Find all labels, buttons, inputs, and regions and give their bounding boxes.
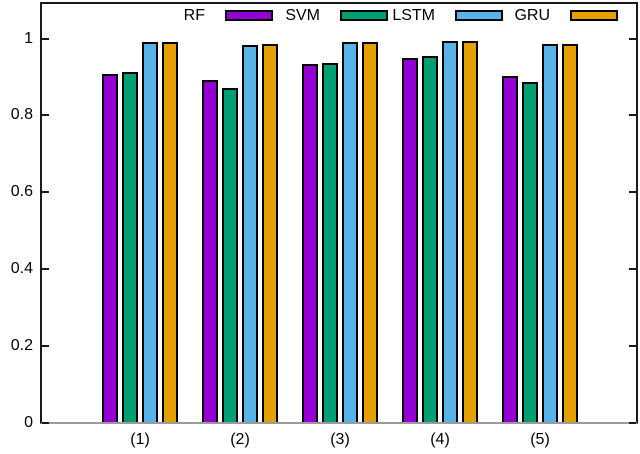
bar-rf-4 (402, 58, 418, 422)
bar-lstm-3 (342, 42, 358, 422)
y-tick-left-0 (42, 422, 49, 424)
legend-swatch-svm (340, 10, 388, 21)
bar-svm-2 (222, 88, 238, 422)
y-tick-right-0 (629, 422, 636, 424)
bar-gru-2 (262, 44, 278, 422)
y-tick-left-1 (42, 38, 49, 40)
y-tick-label-0: 0 (24, 414, 33, 431)
y-tick-left-0.2 (42, 345, 49, 347)
y-tick-right-0.2 (629, 345, 636, 347)
y-tick-label-0.6: 0.6 (10, 183, 33, 200)
bar-gru-4 (462, 41, 478, 422)
x-category-label-3: (3) (330, 431, 350, 448)
y-tick-label-0.4: 0.4 (10, 260, 33, 277)
y-tick-left-0.4 (42, 268, 49, 270)
y-tick-right-1 (629, 38, 636, 40)
bar-lstm-5 (542, 44, 558, 422)
legend-swatch-lstm (455, 10, 503, 21)
bar-svm-3 (322, 63, 338, 422)
x-category-label-1: (1) (130, 431, 150, 448)
y-tick-right-0.8 (629, 114, 636, 116)
legend-label-lstm: LSTM (392, 7, 435, 24)
bar-rf-2 (202, 80, 218, 422)
x-category-label-2: (2) (230, 431, 250, 448)
bar-rf-3 (302, 64, 318, 422)
legend-swatch-rf (225, 10, 273, 21)
bar-gru-1 (162, 42, 178, 422)
bar-gru-3 (362, 42, 378, 422)
bar-gru-5 (562, 44, 578, 422)
y-tick-label-0.8: 0.8 (10, 106, 33, 123)
plot-area (40, 2, 638, 424)
legend-swatch-gru (570, 10, 618, 21)
x-category-label-4: (4) (430, 431, 450, 448)
bar-svm-5 (522, 82, 538, 422)
bar-svm-1 (122, 72, 138, 422)
y-tick-label-1: 1 (24, 30, 33, 47)
bar-rf-5 (502, 76, 518, 422)
y-tick-left-0.6 (42, 191, 49, 193)
x-category-label-5: (5) (530, 431, 550, 448)
y-tick-right-0.4 (629, 268, 636, 270)
bar-lstm-2 (242, 45, 258, 422)
bar-lstm-1 (142, 42, 158, 422)
legend-label-gru: GRU (514, 7, 550, 24)
bar-rf-1 (102, 74, 118, 422)
y-tick-left-0.8 (42, 114, 49, 116)
y-tick-label-0.2: 0.2 (10, 337, 33, 354)
legend-label-rf: RF (183, 7, 205, 24)
bar-lstm-4 (442, 41, 458, 422)
bar-svm-4 (422, 56, 438, 422)
legend-label-svm: SVM (285, 7, 320, 24)
y-tick-right-0.6 (629, 191, 636, 193)
